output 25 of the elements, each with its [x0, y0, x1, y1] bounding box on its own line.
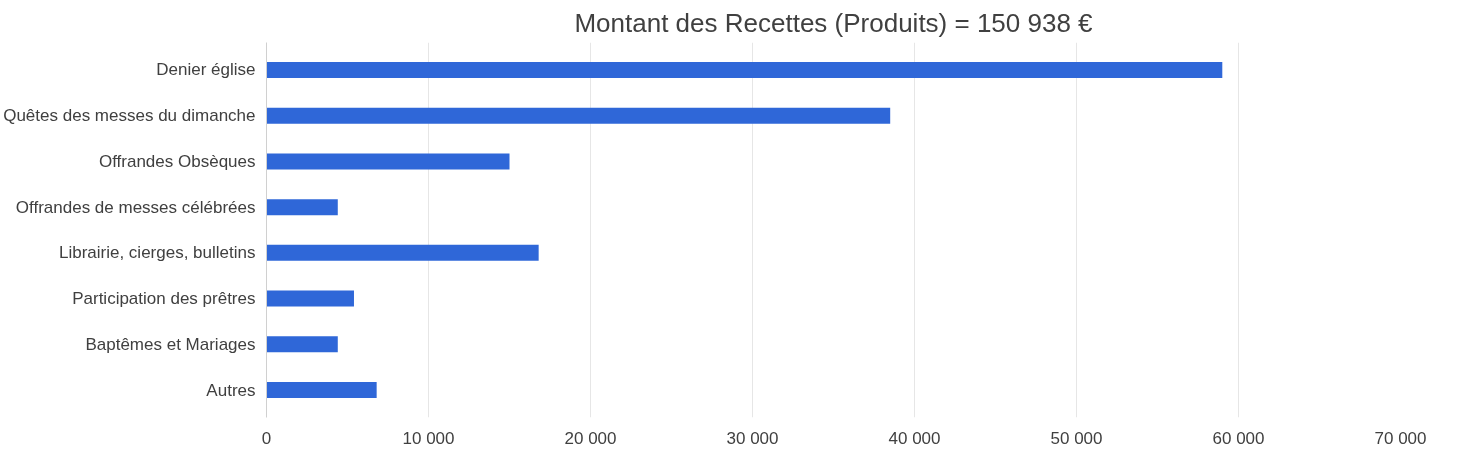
x-tick-label: 50 000 [1050, 428, 1103, 448]
y-tick-label: Participation des prêtres [72, 289, 256, 309]
y-tick-label: Baptêmes et Mariages [85, 334, 256, 354]
bar [266, 336, 338, 353]
bar [266, 199, 338, 216]
x-tick-label: 40 000 [888, 428, 941, 448]
chart-title: Montant des Recettes (Produits) = 150 938 € [574, 7, 1094, 38]
y-tick-label: Offrandes Obsèques [98, 151, 256, 171]
x-tick-label: 10 000 [402, 428, 455, 448]
bar [266, 244, 539, 261]
x-tick-label: 0 [261, 428, 272, 448]
y-tick-label: Denier église [156, 60, 256, 80]
y-tick-label: Quêtes des messes du dimanche [3, 106, 256, 126]
bar [266, 382, 377, 399]
bar [266, 61, 1223, 78]
x-tick-label: 20 000 [564, 428, 617, 448]
x-tick-label: 30 000 [726, 428, 779, 448]
bar [266, 290, 354, 307]
bar [266, 107, 891, 124]
bar [266, 153, 510, 170]
y-tick-label: Autres [206, 380, 256, 400]
y-tick-label: Librairie, cierges, bulletins [58, 243, 256, 263]
x-tick-label: 60 000 [1212, 428, 1265, 448]
x-tick-label: 70 000 [1374, 428, 1427, 448]
y-tick-label: Offrandes de messes célébrées [15, 197, 256, 217]
